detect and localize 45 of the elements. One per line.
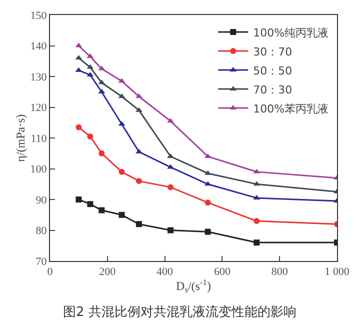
x-axis-title: D$_{s}$/(s$^{-1}$) (176, 278, 211, 295)
point (87, 201, 94, 208)
y-tick-label: 70 (36, 256, 48, 268)
y-tick-label: 110 (30, 132, 48, 145)
point (204, 200, 211, 206)
x-tick-label: 600 (214, 266, 231, 278)
x-tick-label: 200 (99, 266, 116, 278)
y-tick-label: 140 (30, 40, 48, 53)
legend-label: 100%苯丙乳液 (253, 102, 329, 116)
point (118, 212, 125, 218)
x-tick-label: 1 000 (324, 266, 350, 278)
y-tick-label: 90 (36, 194, 48, 206)
point (136, 221, 142, 228)
point (136, 178, 142, 184)
x-tick-label: 800 (271, 266, 288, 278)
point (76, 124, 82, 130)
legend-label: 100%纯丙乳液 (253, 26, 329, 40)
y-tick-label: 80 (36, 225, 48, 238)
point (136, 93, 142, 98)
point (204, 228, 211, 235)
point (254, 218, 260, 224)
legend-label: 70：30 (253, 83, 292, 96)
y-tick-label: 120 (30, 102, 48, 114)
point (168, 184, 174, 190)
y-axis-title: η/(mPa·s) (14, 114, 28, 162)
point (76, 196, 82, 202)
text: 图2 共混比例对共混乳液流变性能的影响 (63, 304, 296, 320)
point (98, 207, 105, 214)
point (98, 150, 105, 156)
legend-label: 30：70 (253, 45, 292, 58)
point (167, 153, 174, 158)
x-tick-label: 0 (47, 266, 54, 278)
y-tick-label: 150 (30, 10, 48, 22)
point (136, 148, 142, 154)
point (167, 164, 174, 169)
point (87, 133, 94, 140)
point (136, 107, 142, 112)
point (118, 168, 125, 175)
point (168, 227, 174, 234)
legend-label: 50：50 (253, 64, 292, 78)
y-tick-label: 100 (30, 164, 48, 176)
point (254, 240, 260, 246)
point (167, 118, 174, 123)
x-tick-label: 400 (156, 266, 174, 278)
y-tick-label: 130 (30, 71, 48, 84)
